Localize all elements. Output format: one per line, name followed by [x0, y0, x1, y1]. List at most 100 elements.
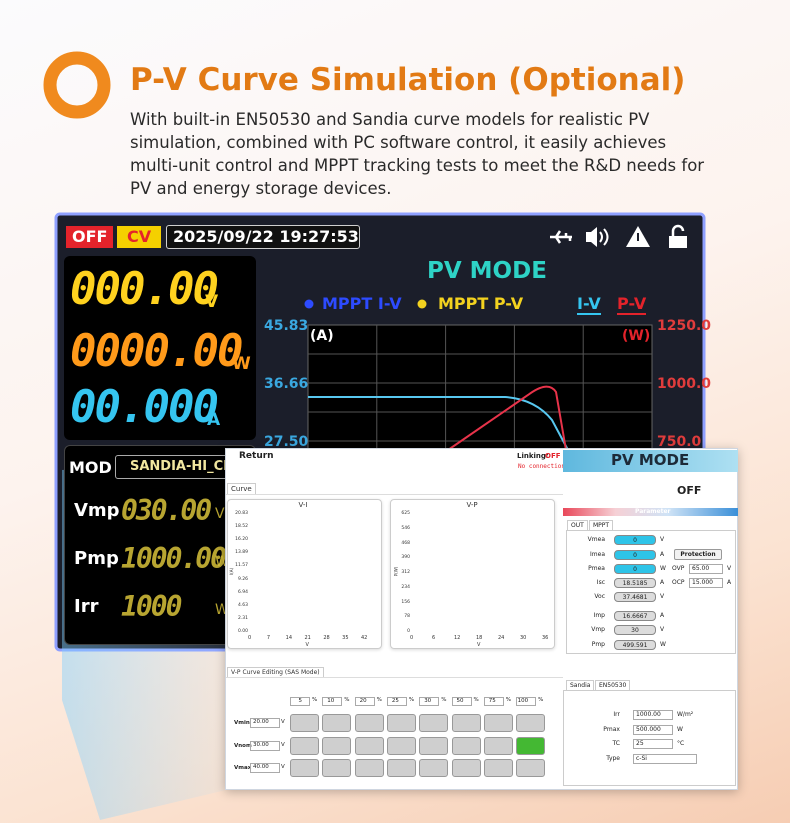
field-unit: W	[660, 641, 666, 648]
curve-point-button[interactable]	[516, 759, 546, 777]
curve-point-button[interactable]	[354, 714, 384, 732]
param-label: Irr	[74, 596, 99, 617]
curve-point-button[interactable]	[386, 736, 416, 755]
model-tab: EN50530	[595, 680, 631, 690]
curve-point-button[interactable]	[483, 736, 513, 755]
protect-unit: V	[727, 565, 732, 572]
y-tick-label: 234	[401, 584, 410, 590]
protect-label: OVP	[672, 565, 685, 572]
legend-dot	[417, 299, 427, 309]
y-tick-label: 11.57	[235, 563, 248, 569]
param-unit: V	[215, 506, 225, 522]
chart-frame	[227, 499, 382, 649]
x-tick-label: 6	[432, 635, 436, 641]
curve-point-button[interactable]	[419, 759, 449, 777]
curve-point-button[interactable]	[419, 736, 449, 755]
field-unit: A	[660, 551, 665, 558]
title: P-V Curve Simulation (Optional)	[130, 62, 686, 98]
x-axis-label: V	[477, 642, 481, 648]
curve-point-button[interactable]	[322, 736, 352, 755]
field-label: Imea	[590, 551, 605, 558]
chart-title: V-I	[298, 501, 308, 509]
param-value: 1000	[121, 590, 182, 623]
percent-unit: %	[344, 697, 350, 703]
curve-point-button[interactable]	[354, 736, 384, 755]
parameter-label: Parameter	[635, 508, 671, 515]
curve-point-button[interactable]	[516, 736, 546, 755]
percent-unit: %	[473, 697, 479, 703]
field-unit: V	[660, 593, 665, 600]
x-tick-label: 30	[520, 635, 527, 641]
curve-point-button[interactable]	[451, 714, 481, 732]
connection-status: No connection	[518, 463, 565, 470]
protection-button[interactable]: Protection	[674, 549, 722, 560]
iv-curve	[308, 396, 569, 451]
curve-point-button[interactable]	[386, 714, 416, 732]
percent-input: 5	[290, 697, 310, 706]
curve-point-button[interactable]	[322, 759, 352, 777]
percent-input: 50	[451, 697, 472, 706]
return-button[interactable]: Return	[239, 451, 274, 461]
curve-point-button[interactable]	[290, 736, 319, 755]
y-tick-label: 390	[401, 555, 410, 561]
curve-point-button[interactable]	[386, 759, 416, 777]
param-label: Pmp	[74, 548, 119, 569]
status-off: OFF	[66, 226, 114, 248]
percent-unit: %	[408, 697, 415, 703]
right-tick: 1000.0	[657, 376, 712, 392]
datetime: 2025/09/22 19:27:53	[166, 225, 360, 249]
right-tick: 1250.0	[657, 318, 712, 334]
lock-body	[669, 236, 687, 248]
model-value: c-Si	[633, 753, 697, 764]
curve-point-button[interactable]	[451, 759, 481, 777]
curve-point-button[interactable]	[322, 714, 352, 732]
panel-tab: MPPT	[589, 520, 614, 530]
percent-unit: %	[376, 697, 382, 703]
toggle-pv: P-V	[617, 294, 647, 315]
readout-unit: W	[232, 354, 251, 374]
field-value: 0	[614, 550, 656, 560]
model-value: 500.000	[633, 724, 673, 735]
usb-icon	[550, 230, 572, 244]
y-tick-label: 13.89	[235, 550, 248, 556]
percent-unit: %	[441, 697, 447, 703]
curve-point-button[interactable]	[419, 714, 449, 732]
editing-line	[226, 677, 563, 678]
legend-dot	[304, 299, 314, 309]
chart-title: V-P	[466, 501, 478, 509]
panel-header	[563, 450, 738, 472]
curve-point-button[interactable]	[354, 759, 384, 777]
left-tick: 45.83	[264, 318, 309, 334]
field-value: 37.4681	[614, 592, 656, 602]
protect-value: 65.00	[689, 564, 723, 574]
readout-value: 000.00	[70, 264, 219, 315]
x-tick-label: 28	[323, 635, 330, 641]
curve-point-button[interactable]	[483, 759, 513, 777]
curve-point-button[interactable]	[483, 714, 513, 732]
y-tick-label: 20.83	[235, 511, 248, 516]
field-unit: V	[660, 626, 665, 633]
field-label: Voc	[594, 593, 605, 600]
power-state: OFF	[677, 484, 702, 497]
description: With built-in EN50530 and Sandia curve m…	[130, 110, 705, 198]
field-label: Vmea	[587, 536, 605, 543]
status-cv: CV	[117, 226, 162, 248]
protect-unit: A	[727, 579, 732, 586]
curve-tab: Curve	[227, 483, 256, 494]
panel-tab: OUT	[567, 520, 588, 530]
field-label: Pmp	[591, 641, 605, 648]
row-unit: V	[281, 764, 285, 770]
curve-point-button[interactable]	[451, 736, 481, 755]
readout-panel	[64, 256, 256, 440]
y-tick-label: 16.20	[235, 537, 248, 543]
x-tick-label: 14	[285, 635, 293, 641]
curve-point-button[interactable]	[516, 714, 546, 732]
curve-point-button[interactable]	[290, 759, 319, 777]
left-unit: (A)	[310, 328, 334, 344]
mod-label: MOD	[69, 458, 112, 477]
row-unit: V	[281, 741, 285, 748]
percent-input: 75	[483, 697, 504, 706]
curve-point-button[interactable]	[290, 714, 319, 732]
field-value: 18.5185	[614, 578, 656, 588]
row-label: Vmin	[234, 720, 250, 726]
